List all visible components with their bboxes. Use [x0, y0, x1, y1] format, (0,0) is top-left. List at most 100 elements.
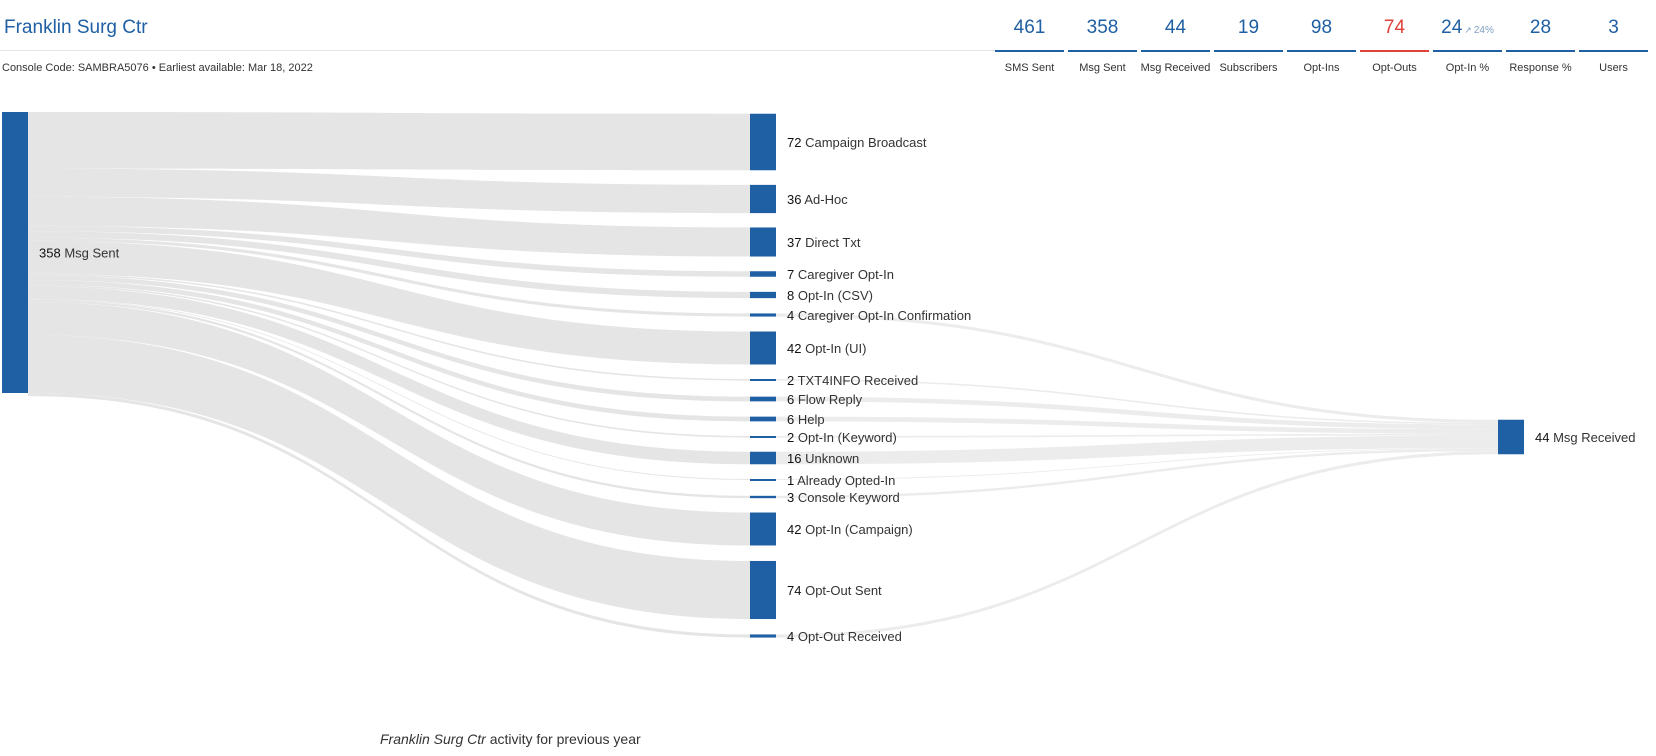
node-bar[interactable]: [750, 634, 776, 638]
sankey-links: [28, 112, 1498, 638]
node-bar[interactable]: [750, 227, 776, 257]
stat-opt-outs[interactable]: 74 Opt-Outs: [1360, 0, 1429, 80]
link-msg-sent-to-txt4info-received[interactable]: [28, 273, 750, 381]
link-msg-sent-to-caregiver-opt-in[interactable]: [28, 225, 750, 277]
node-bar[interactable]: [750, 436, 776, 438]
node-bar[interactable]: [750, 479, 776, 481]
stat-value: 3: [1608, 17, 1619, 38]
node-bar[interactable]: [750, 113, 776, 171]
node-name: Opt-Out Sent: [801, 583, 882, 598]
node-label: 4 Caregiver Opt-In Confirmation: [787, 308, 971, 323]
stat-response-percent[interactable]: 28 Response %: [1506, 0, 1575, 80]
node-bar[interactable]: [750, 560, 776, 620]
link-msg-sent-to-opt-in-keyword[interactable]: [28, 284, 750, 438]
node-bar[interactable]: [750, 512, 776, 546]
link-msg-sent-to-ad-hoc[interactable]: [28, 168, 750, 214]
stat-value: 44: [1164, 17, 1187, 38]
node-value: 8: [787, 288, 794, 303]
node-label: 8 Opt-In (CSV): [787, 288, 873, 303]
link-opt-in-keyword-to-msg-received[interactable]: [776, 433, 1498, 438]
node-value: 4: [787, 308, 794, 323]
node-name: Caregiver Opt-In: [794, 267, 894, 282]
link-msg-sent-to-unknown[interactable]: [28, 286, 750, 465]
stat-users[interactable]: 3 Users: [1579, 0, 1648, 80]
node-label: 6 Flow Reply: [787, 392, 863, 407]
link-msg-sent-to-opt-out-received[interactable]: [28, 393, 750, 638]
stats-bar: 461 SMS Sent 358 Msg Sent 44 Msg Receive…: [995, 0, 1652, 80]
link-txt4info-received-to-msg-received[interactable]: [776, 379, 1498, 425]
link-msg-sent-to-campaign-broadcast[interactable]: [28, 112, 750, 171]
link-console-keyword-to-msg-received[interactable]: [776, 448, 1498, 499]
link-msg-sent-to-caregiver-opt-in-confirmation[interactable]: [28, 237, 750, 317]
node-label: 37 Direct Txt: [787, 235, 861, 250]
node-label: 4 Opt-Out Received: [787, 629, 902, 644]
node-value: 2: [787, 373, 794, 388]
target-name: Msg Received: [1549, 430, 1635, 445]
link-already-opted-in-to-msg-received[interactable]: [776, 447, 1498, 480]
node-value: 7: [787, 267, 794, 282]
source-label: 358 Msg Sent: [39, 246, 120, 261]
stat-label: Opt-Outs: [1372, 62, 1417, 74]
link-msg-sent-to-already-opted-in[interactable]: [28, 298, 750, 480]
link-msg-sent-to-direct-txt[interactable]: [28, 196, 750, 257]
link-opt-out-received-to-msg-received[interactable]: [776, 451, 1498, 638]
stat-msg-received[interactable]: 44 Msg Received: [1141, 0, 1211, 80]
link-msg-sent-to-flow-reply[interactable]: [28, 275, 750, 402]
node-bar[interactable]: [750, 451, 776, 465]
link-caregiver-opt-in-confirmation-to-msg-received[interactable]: [776, 313, 1498, 423]
node-bar[interactable]: [750, 379, 776, 381]
link-msg-sent-to-opt-out-sent[interactable]: [28, 334, 750, 620]
node-bar[interactable]: [750, 331, 776, 365]
node-label: 3 Console Keyword: [787, 490, 900, 505]
node-name: Already Opted-In: [794, 473, 895, 488]
node-msg-received[interactable]: [1498, 419, 1524, 455]
stat-label: Response %: [1509, 62, 1572, 74]
link-unknown-to-msg-received[interactable]: [776, 435, 1498, 465]
node-value: 2: [787, 430, 794, 445]
source-value: 358: [39, 246, 61, 261]
node-name: Unknown: [801, 451, 859, 466]
stat-subscribers[interactable]: 19 Subscribers: [1214, 0, 1283, 80]
node-bar[interactable]: [750, 184, 776, 214]
stat-sms-sent[interactable]: 461 SMS Sent: [995, 0, 1064, 80]
stat-label: Msg Received: [1140, 62, 1211, 74]
node-bar[interactable]: [750, 396, 776, 402]
node-bar[interactable]: [750, 291, 776, 299]
stat-opt-in-percent[interactable]: 24 ↗ 24% Opt-In %: [1433, 0, 1502, 80]
link-msg-sent-to-opt-in-campaign[interactable]: [28, 301, 750, 546]
node-bar[interactable]: [750, 313, 776, 317]
stat-value: 358: [1086, 17, 1119, 38]
node-value: 74: [787, 583, 801, 598]
node-value: 4: [787, 629, 794, 644]
node-value: 1: [787, 473, 794, 488]
link-msg-sent-to-opt-in-csv[interactable]: [28, 231, 750, 299]
stat-msg-sent[interactable]: 358 Msg Sent: [1068, 0, 1137, 80]
stat-value: 24: [1441, 17, 1463, 38]
stat-secondary-value: 24%: [1473, 25, 1494, 36]
stat-underline: [1287, 50, 1356, 52]
stat-opt-ins[interactable]: 98 Opt-Ins: [1287, 0, 1356, 80]
stat-label: Subscribers: [1219, 62, 1278, 74]
link-help-to-msg-received[interactable]: [776, 416, 1498, 434]
link-msg-sent-to-help[interactable]: [28, 279, 750, 422]
page-title[interactable]: Franklin Surg Ctr: [4, 17, 148, 38]
node-bar[interactable]: [750, 495, 776, 499]
stat-underline: [995, 50, 1064, 52]
link-flow-reply-to-msg-received[interactable]: [776, 396, 1498, 430]
node-msg-sent[interactable]: [2, 112, 28, 393]
node-bar[interactable]: [750, 271, 776, 277]
node-name: Caregiver Opt-In Confirmation: [794, 308, 971, 323]
node-value: 16: [787, 451, 801, 466]
stat-underline: [1360, 50, 1429, 52]
stat-underline: [1214, 50, 1283, 52]
node-value: 6: [787, 392, 794, 407]
stat-value: 461: [1013, 17, 1046, 38]
link-msg-sent-to-console-keyword[interactable]: [28, 299, 750, 499]
node-name: Opt-In (Campaign): [801, 522, 912, 537]
node-label: 74 Opt-Out Sent: [787, 583, 882, 598]
stat-underline: [1433, 50, 1502, 52]
node-bar[interactable]: [750, 416, 776, 422]
link-msg-sent-to-opt-in-ui[interactable]: [28, 240, 750, 365]
node-label: 2 Opt-In (Keyword): [787, 430, 897, 445]
